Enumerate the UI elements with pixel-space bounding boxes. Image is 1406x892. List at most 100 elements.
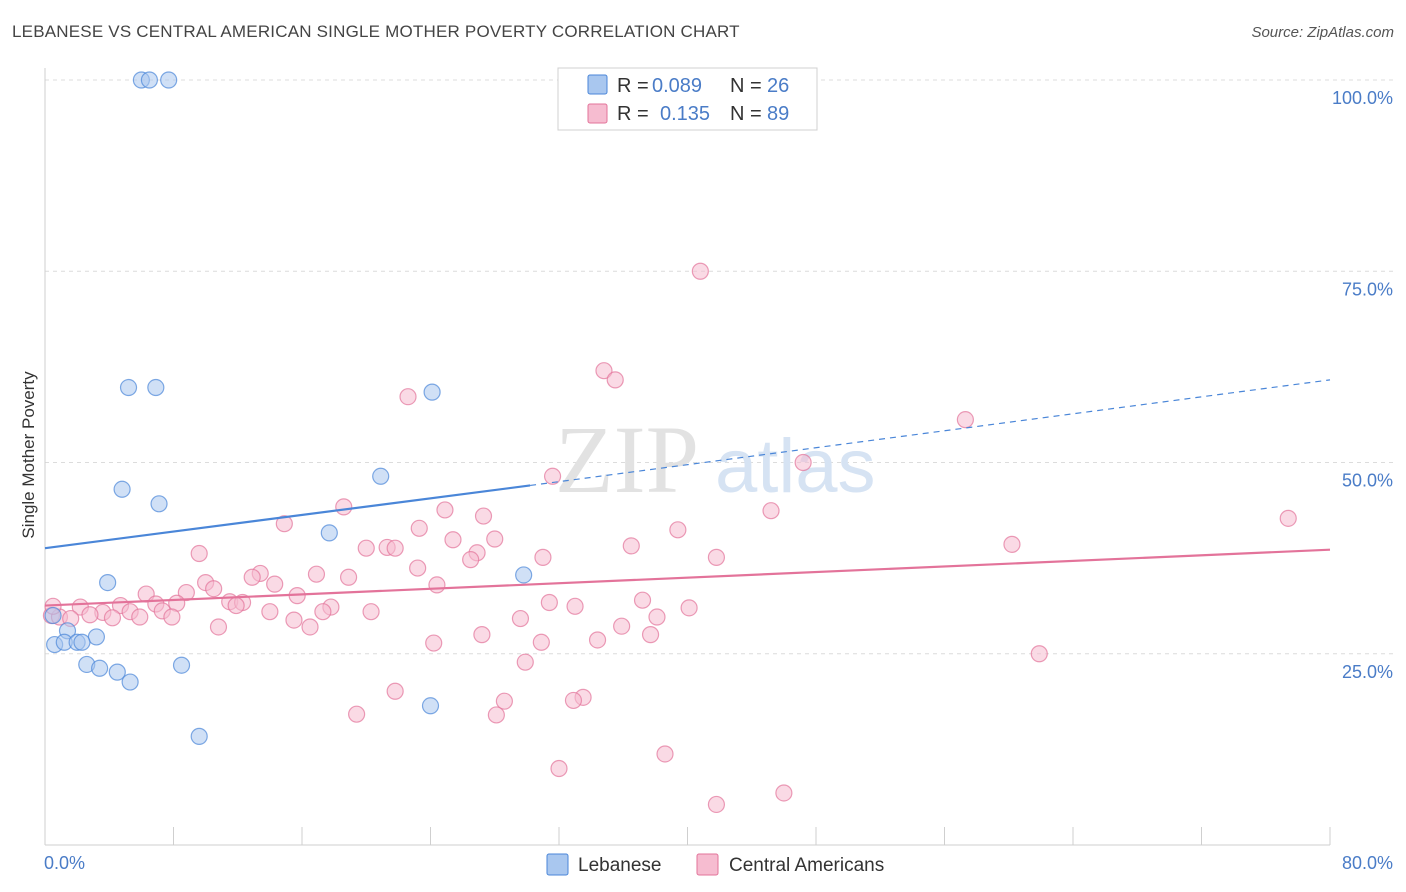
central-point-67 — [209, 618, 228, 636]
central-point-33 — [266, 575, 284, 593]
central-point-83 — [656, 745, 674, 763]
central-point-69 — [613, 617, 631, 635]
lebanese-trend-extension — [530, 379, 1331, 487]
lebanese-point-7 — [150, 495, 168, 513]
y-tick-labels: 25.0% 50.0% 75.0% 100.0% — [1332, 88, 1393, 682]
x-tick-label-1: 80.0% — [1342, 853, 1393, 873]
central-point-13 — [474, 507, 493, 525]
legend-r-value-1: 0.089 — [652, 75, 702, 97]
legend-r-value-2: 0.135 — [660, 103, 710, 125]
lebanese-point-21 — [108, 663, 126, 681]
central-point-75 — [1030, 645, 1048, 663]
central-point-26 — [707, 548, 726, 566]
lebanese-point-10 — [99, 574, 117, 592]
central-point-76 — [516, 653, 534, 671]
central-point-52 — [314, 603, 332, 621]
lebanese-point-2 — [160, 71, 178, 89]
lebanese-point-4 — [147, 378, 165, 397]
central-point-34 — [428, 576, 446, 594]
legend-r-label-2: R = — [617, 103, 649, 125]
bottom-legend-lebanese: Lebanese — [578, 855, 661, 876]
y-tick-label-1: 50.0% — [1342, 471, 1393, 491]
central-point-8 — [436, 501, 454, 519]
central-point-81 — [348, 705, 366, 723]
central-point-19 — [357, 539, 375, 557]
watermark: ZIP atlas — [555, 406, 876, 513]
bottom-legend-swatch-central — [696, 853, 719, 876]
central-point-10 — [1279, 509, 1297, 527]
central-point-85 — [775, 784, 793, 802]
central-point-53 — [362, 603, 380, 621]
central-point-72 — [588, 631, 607, 649]
grid-lines — [45, 79, 1393, 655]
bottom-legend: Lebanese Central Americans — [546, 853, 884, 876]
axes — [44, 68, 1331, 846]
central-point-25 — [462, 551, 480, 569]
legend-swatch-lebanese — [587, 74, 608, 95]
lebanese-point-5 — [423, 383, 441, 401]
lebanese-point-23 — [172, 656, 191, 674]
central-point-79 — [495, 692, 513, 710]
central-point-71 — [641, 626, 660, 644]
lebanese-points — [44, 71, 533, 745]
central-point-9 — [762, 502, 780, 520]
central-point-30 — [243, 568, 261, 586]
central-point-62 — [131, 608, 149, 626]
central-point-50 — [680, 599, 698, 617]
lebanese-point-1 — [140, 71, 159, 89]
central-point-1 — [595, 362, 613, 380]
chart-title: LEBANESE VS CENTRAL AMERICAN SINGLE MOTH… — [12, 22, 740, 41]
central-point-16 — [444, 531, 462, 549]
legend-n-label-1: N = — [730, 75, 762, 97]
central-point-12 — [410, 519, 428, 537]
central-point-21 — [386, 539, 404, 557]
central-point-80 — [564, 691, 583, 710]
central-point-4 — [956, 411, 974, 429]
central-point-70 — [473, 626, 491, 644]
legend-r-label-1: R = — [617, 75, 649, 97]
central-point-63 — [163, 608, 181, 626]
central-point-18 — [1003, 535, 1021, 553]
central-point-24 — [534, 548, 552, 566]
lebanese-point-24 — [421, 697, 440, 715]
central-trend-line — [44, 548, 1331, 607]
legend-n-value-1: 26 — [767, 75, 789, 97]
y-tick-label-0: 25.0% — [1342, 662, 1393, 682]
central-point-74 — [532, 633, 550, 651]
lebanese-point-25 — [190, 727, 208, 745]
central-point-61 — [103, 609, 122, 627]
central-point-82 — [487, 706, 505, 724]
lebanese-point-22 — [121, 673, 139, 691]
central-point-17 — [622, 537, 640, 555]
bottom-legend-central: Central Americans — [729, 855, 884, 876]
central-point-66 — [648, 608, 666, 626]
lebanese-point-18 — [73, 633, 91, 651]
central-point-2 — [606, 371, 624, 389]
central-point-73 — [425, 634, 443, 652]
central-point-23 — [190, 544, 208, 563]
lebanese-point-6 — [113, 480, 131, 498]
bottom-legend-swatch-lebanese — [546, 853, 569, 876]
watermark-atlas: atlas — [715, 424, 876, 509]
legend-n-value-2: 89 — [767, 103, 789, 125]
central-point-35 — [205, 580, 223, 598]
trend-lines — [44, 379, 1331, 607]
y-tick-label-3: 100.0% — [1332, 88, 1393, 108]
central-point-77 — [386, 682, 404, 700]
central-point-49 — [566, 597, 584, 615]
legend-swatch-central — [587, 103, 608, 124]
legend-n-label-2: N = — [730, 103, 762, 125]
source-label: Source: ZipAtlas.com — [1251, 24, 1394, 41]
x-tick-labels: 0.0% 80.0% — [44, 853, 1393, 873]
central-point-5 — [794, 453, 812, 472]
central-point-64 — [285, 611, 303, 629]
central-point-14 — [669, 521, 687, 539]
central-point-36 — [177, 583, 195, 602]
central-point-15 — [486, 530, 504, 548]
central-point-29 — [307, 565, 326, 583]
central-point-11 — [275, 515, 293, 533]
watermark-zip: ZIP — [555, 406, 699, 513]
lebanese-point-12 — [44, 606, 62, 625]
central-point-7 — [335, 498, 353, 516]
